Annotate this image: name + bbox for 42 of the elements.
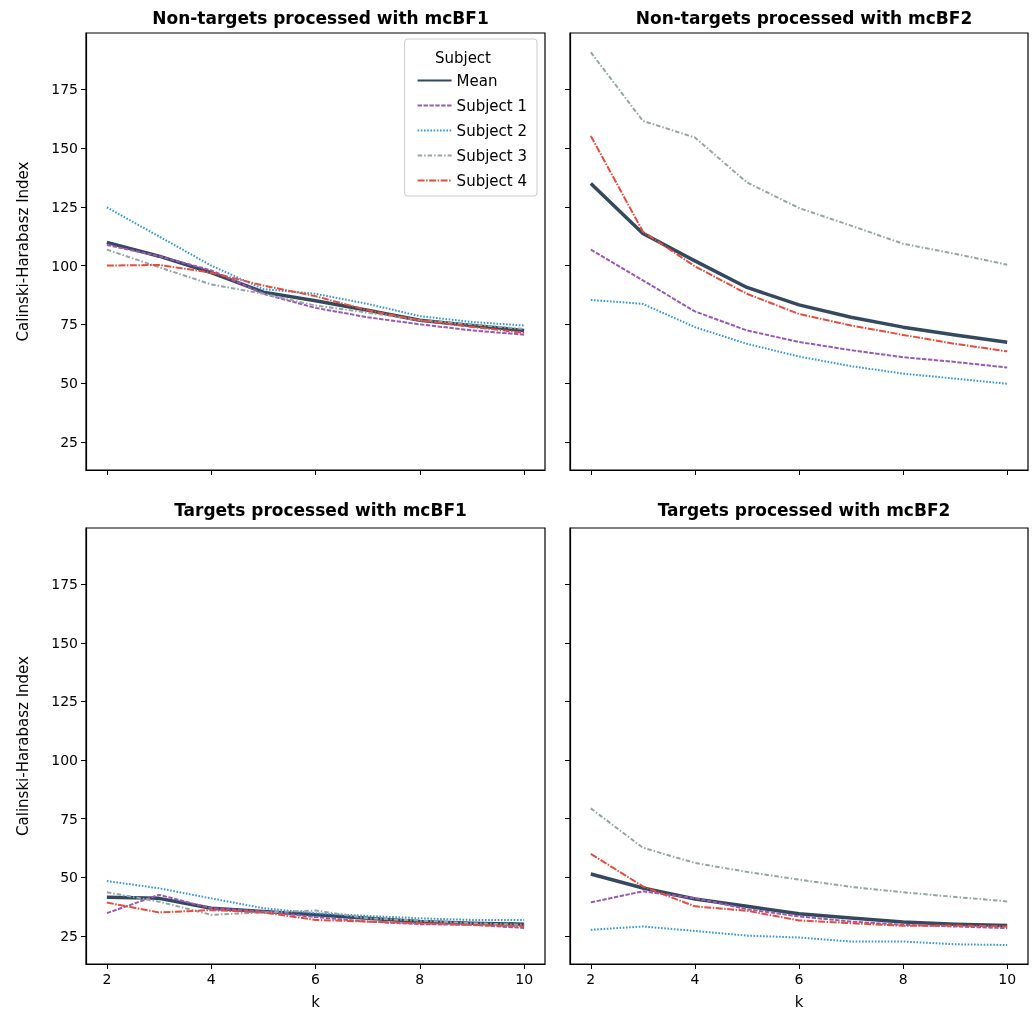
y-tick-label: 150 bbox=[51, 140, 78, 157]
legend-label: Subject 2 bbox=[456, 121, 527, 140]
y-tick-label: 25 bbox=[60, 433, 78, 450]
y-tick-label: 125 bbox=[51, 693, 78, 710]
x-tick-label: 6 bbox=[794, 971, 804, 987]
x-tick-label: 8 bbox=[898, 971, 908, 987]
y-tick-label: 25 bbox=[60, 927, 78, 944]
y-tick-label: 75 bbox=[60, 316, 78, 333]
x-axis-title: k bbox=[311, 992, 321, 1011]
y-tick-label: 150 bbox=[51, 634, 78, 651]
x-tick-label: 4 bbox=[690, 971, 700, 987]
chart-title: Non-targets processed with mcBF1 bbox=[152, 7, 489, 28]
legend-label: Mean bbox=[456, 71, 498, 90]
y-tick-label: 175 bbox=[51, 576, 78, 593]
x-tick-label: 10 bbox=[998, 971, 1017, 987]
legend-label: Subject 4 bbox=[456, 171, 527, 190]
x-tick-label: 8 bbox=[415, 971, 425, 987]
legend-label: Subject 3 bbox=[456, 146, 527, 165]
x-tick-label: 10 bbox=[515, 971, 534, 987]
legend-label: Subject 1 bbox=[456, 96, 527, 115]
y-tick-label: 100 bbox=[51, 752, 78, 769]
x-axis-title: k bbox=[794, 992, 804, 1011]
line-series bbox=[105, 880, 526, 921]
y-axis-title: Calinski-Harabasz Index bbox=[13, 161, 32, 342]
x-tick-label: 2 bbox=[102, 971, 112, 987]
y-tick-label: 50 bbox=[60, 869, 78, 886]
x-tick-label: 4 bbox=[206, 971, 216, 987]
chart-title: Targets processed with mcBF2 bbox=[657, 499, 951, 520]
legend-title: Subject bbox=[434, 48, 492, 67]
y-tick-label: 175 bbox=[51, 81, 78, 98]
line-series bbox=[105, 901, 526, 928]
y-tick-label: 125 bbox=[51, 198, 78, 215]
line-series bbox=[105, 263, 526, 334]
y-tick-label: 50 bbox=[60, 375, 78, 392]
chart-title: Targets processed with mcBF1 bbox=[174, 499, 467, 520]
x-tick-label: 2 bbox=[586, 971, 596, 987]
y-tick-label: 75 bbox=[60, 810, 78, 827]
chart-title: Non-targets processed with mcBF2 bbox=[635, 7, 973, 28]
y-tick-label: 100 bbox=[51, 257, 78, 274]
x-tick-label: 6 bbox=[311, 971, 321, 987]
line-series bbox=[105, 206, 526, 327]
y-axis-title: Calinski-Harabasz Index bbox=[13, 655, 32, 836]
